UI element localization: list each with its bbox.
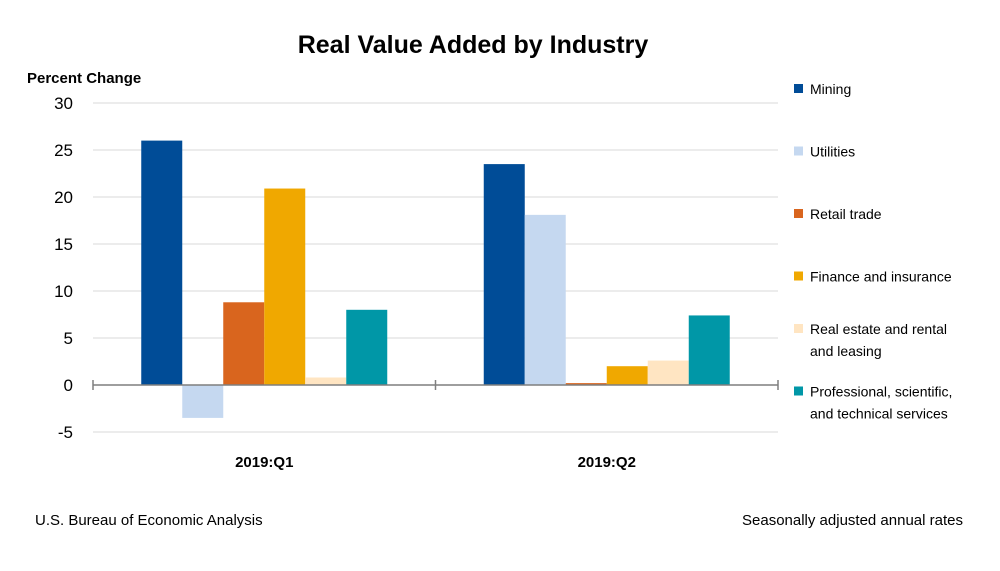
legend: Mining Utilities Retail trade Finance and i… — [794, 81, 952, 422]
x-axis — [92, 380, 779, 390]
y-tick-label: 20 — [54, 188, 73, 207]
bar-real-estate-and-rental-and-leasing-2019-q2 — [647, 360, 689, 385]
bar-retail-trade-2019-q1 — [223, 302, 265, 385]
y-tick-label: 5 — [64, 329, 73, 348]
x-tick-labels: 2019:Q1 2019:Q2 — [235, 454, 636, 471]
legend-label: Retail trade — [810, 206, 882, 222]
bar-finance-and-insurance-2019-q1 — [264, 188, 306, 385]
bar-real-estate-and-rental-and-leasing-2019-q1 — [305, 377, 347, 385]
legend-label: and leasing — [810, 343, 882, 359]
legend-label: Professional, scientific, — [810, 384, 952, 400]
legend-label: Finance and insurance — [810, 269, 952, 285]
bar-professional-scientific-and-technical-services-2019-q1 — [346, 309, 388, 385]
legend-swatch — [794, 386, 803, 396]
y-tick-label: -5 — [58, 423, 73, 442]
y-axis-label: Percent Change — [27, 70, 141, 87]
seasonal-note: Seasonally adjusted annual rates — [742, 512, 963, 529]
y-tick-label: 0 — [64, 376, 73, 395]
legend-label: Mining — [810, 81, 851, 97]
legend-label: Real estate and rental — [810, 321, 947, 337]
bar-retail-trade-2019-q2 — [565, 383, 607, 385]
legend-swatch — [794, 324, 803, 333]
y-tick-label: 10 — [54, 282, 73, 301]
x-tick-label: 2019:Q1 — [235, 454, 293, 471]
bar-mining-2019-q2 — [483, 164, 525, 385]
legend-label: and technical services — [810, 406, 948, 422]
y-tick-label: 25 — [54, 141, 73, 160]
legend-label: Utilities — [810, 144, 855, 160]
bar-finance-and-insurance-2019-q2 — [606, 366, 648, 385]
bar-utilities-2019-q2 — [524, 214, 566, 385]
source-note: U.S. Bureau of Economic Analysis — [35, 512, 263, 529]
bar-mining-2019-q1 — [141, 140, 183, 385]
chart-title: Real Value Added by Industry — [298, 31, 649, 59]
legend-swatch — [794, 146, 803, 156]
bar-professional-scientific-and-technical-services-2019-q2 — [688, 315, 730, 385]
gridlines — [93, 102, 778, 433]
y-tick-label: 15 — [54, 235, 73, 254]
legend-swatch — [794, 84, 803, 93]
legend-swatch — [794, 209, 803, 218]
bars — [141, 140, 730, 418]
legend-swatch — [794, 271, 803, 281]
bar-utilities-2019-q1 — [182, 385, 224, 418]
y-tick-labels: 30 25 20 15 10 5 0 -5 — [54, 94, 73, 442]
y-tick-label: 30 — [54, 94, 73, 113]
x-tick-label: 2019:Q2 — [578, 454, 636, 471]
